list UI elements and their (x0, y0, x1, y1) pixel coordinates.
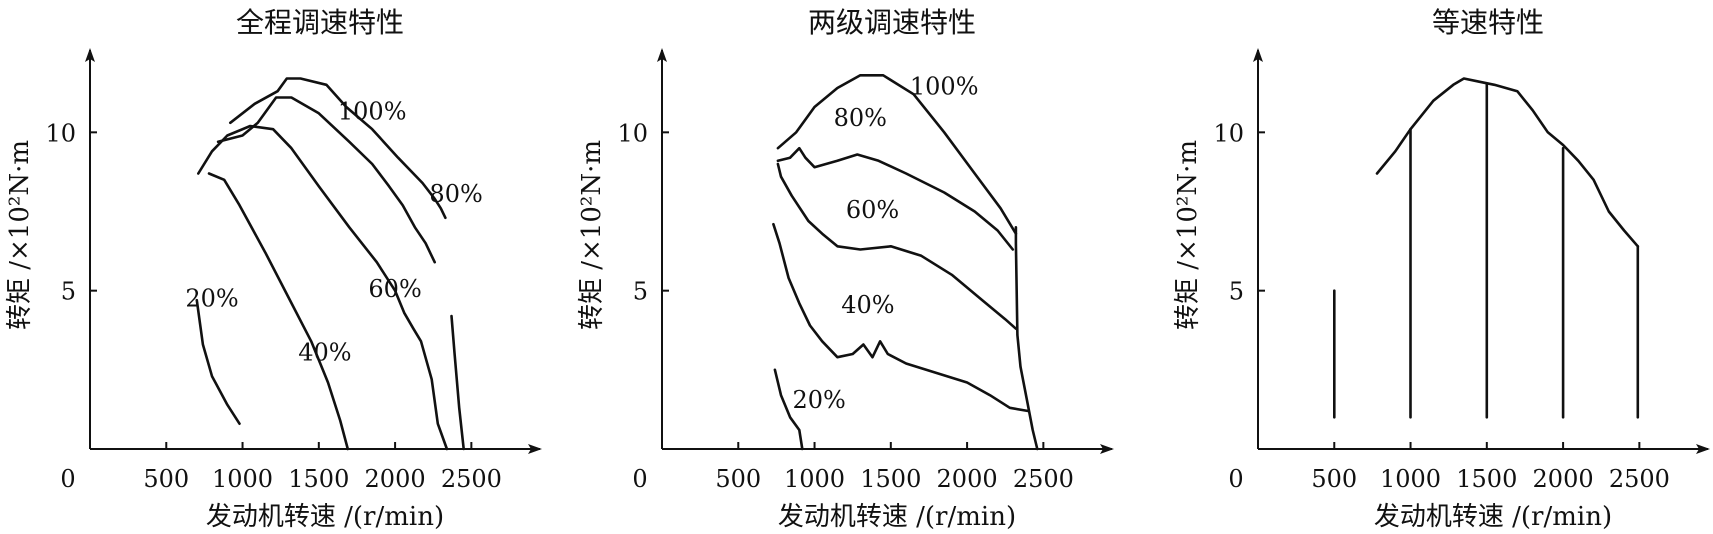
y-axis-label: 转矩 /×10²N·m (5, 140, 35, 330)
curve-label: 40% (841, 291, 894, 319)
curve-label: 20% (792, 386, 845, 414)
series-line-20pct (773, 368, 804, 451)
series-line-unnamed-5 (1014, 226, 1039, 451)
curve-label: 20% (185, 285, 238, 313)
curve-label: 100% (338, 98, 407, 126)
x-tick-label: 1500 (1456, 465, 1517, 493)
x-tick-label: 1000 (784, 465, 845, 493)
curve-label: 40% (298, 338, 351, 366)
origin-label: 0 (632, 465, 647, 493)
chart-panel-3: 等速特性 0 500 1000 1500 2000 2500 5 10 发动机转速 /(r/min… (1173, 6, 1710, 532)
series-line-unnamed-0 (1375, 77, 1640, 248)
series-line-60pct (776, 162, 1018, 331)
series-line-80pct (216, 96, 437, 264)
chart-title: 两级调速特性 (808, 6, 976, 39)
origin-label: 0 (60, 465, 75, 493)
x-tick-label: 1000 (212, 465, 273, 493)
curve-label: 80% (834, 104, 887, 132)
chart-panel-2: 两级调速特性 0 500 1000 1500 2000 2500 5 10 发动机转速 /(r/m… (577, 6, 1114, 532)
y-tick-label: 10 (1213, 119, 1244, 147)
x-axis-label: 发动机转速 /(r/min) (778, 502, 1016, 532)
y-tick-label: 5 (1229, 278, 1244, 306)
x-tick-label: 2500 (1013, 465, 1074, 493)
curve-label: 80% (429, 180, 482, 208)
curve-label: 60% (368, 275, 421, 303)
x-axis-label: 发动机转速 /(r/min) (1374, 502, 1612, 532)
x-tick-label: 1500 (288, 465, 349, 493)
y-tick-label: 5 (61, 278, 76, 306)
x-tick-label: 2000 (1533, 465, 1594, 493)
origin-label: 0 (1228, 465, 1243, 493)
y-tick-label: 10 (45, 119, 76, 147)
series-line-100pct (776, 74, 1018, 235)
x-tick-label: 2500 (1609, 465, 1670, 493)
chart-title: 全程调速特性 (236, 6, 404, 39)
x-tick-label: 500 (715, 465, 761, 493)
series-line-60pct (197, 124, 449, 451)
curve-label: 60% (846, 196, 899, 224)
y-tick-label: 5 (633, 278, 648, 306)
x-tick-label: 500 (143, 465, 189, 493)
x-tick-label: 500 (1311, 465, 1357, 493)
series-line-20pct (195, 298, 241, 426)
series-line-40pct (207, 172, 350, 451)
x-axis-label: 发动机转速 /(r/min) (206, 502, 444, 532)
y-axis-label: 转矩 /×10²N·m (1173, 140, 1203, 330)
chart-title: 等速特性 (1432, 6, 1544, 39)
curve-label: 100% (910, 72, 979, 100)
x-tick-label: 1500 (860, 465, 921, 493)
x-tick-label: 2500 (441, 465, 502, 493)
y-tick-label: 10 (617, 119, 648, 147)
x-tick-label: 2000 (365, 465, 426, 493)
series-line-100pct (229, 77, 447, 220)
x-tick-label: 1000 (1380, 465, 1441, 493)
chart-panel-1: 全程调速特性 0 500 1000 1500 2000 2500 5 10 发动机转速 /(r/m… (5, 6, 542, 532)
x-tick-label: 2000 (937, 465, 998, 493)
series-line-80pct (776, 146, 1015, 251)
series-line-40pct (772, 222, 1030, 413)
y-axis-label: 转矩 /×10²N·m (577, 140, 607, 330)
series-line-unnamed-5 (450, 314, 466, 451)
